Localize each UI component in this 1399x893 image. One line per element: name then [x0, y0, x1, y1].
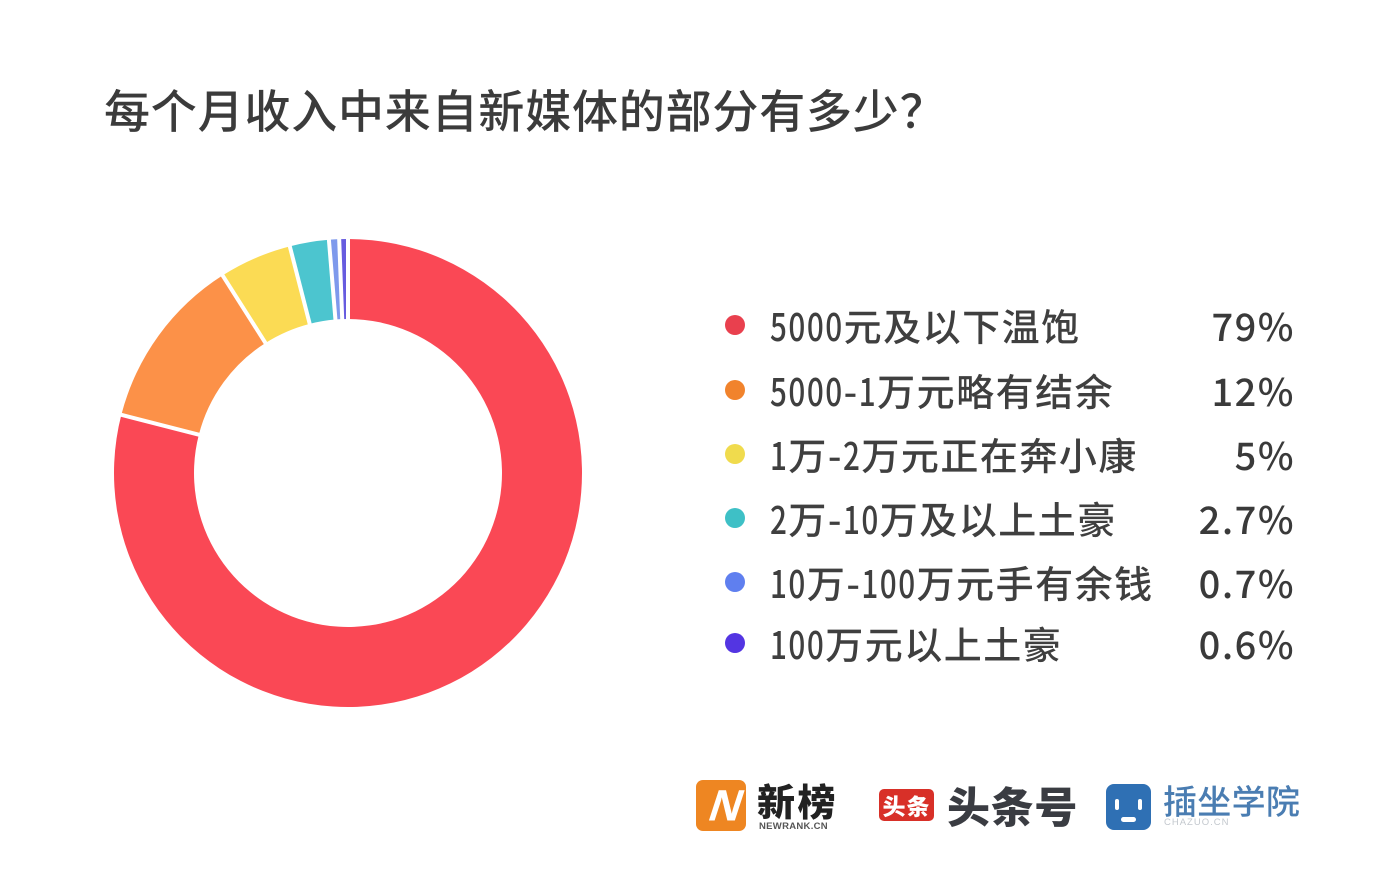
svg-text:N: N	[703, 781, 746, 831]
